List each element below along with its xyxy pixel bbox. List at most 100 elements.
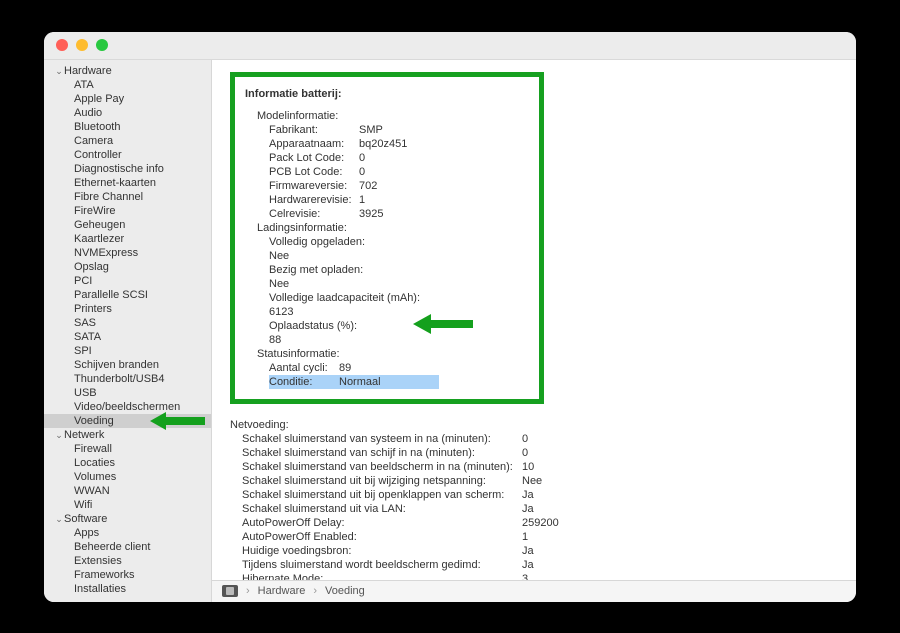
ac-power-row: Schakel sluimerstand uit bij openklappen…: [230, 488, 838, 502]
sidebar-section-label: Hardware: [64, 64, 112, 78]
model-info-row: Firmwareversie:702: [245, 179, 439, 193]
sidebar-section-label: Netwerk: [64, 428, 104, 442]
row-key: Celrevisie:: [269, 207, 359, 221]
row-value: 0: [522, 432, 528, 446]
sidebar-item-wwan[interactable]: WWAN: [44, 484, 211, 498]
breadcrumb-sep-icon: ›: [246, 585, 250, 597]
sidebar-item-apple-pay[interactable]: Apple Pay: [44, 92, 211, 106]
sidebar-item-firewall[interactable]: Firewall: [44, 442, 211, 456]
sidebar-item-camera[interactable]: Camera: [44, 134, 211, 148]
sidebar-item-ata[interactable]: ATA: [44, 78, 211, 92]
model-info-row: Celrevisie:3925: [245, 207, 439, 221]
ac-power-row: Schakel sluimerstand van systeem in na (…: [230, 432, 838, 446]
sidebar-item-extensies[interactable]: Extensies: [44, 554, 211, 568]
row-value: Nee: [269, 249, 439, 263]
sidebar-item-controller[interactable]: Controller: [44, 148, 211, 162]
sidebar-item-diagnostische-info[interactable]: Diagnostische info: [44, 162, 211, 176]
row-key: AutoPowerOff Enabled:: [242, 530, 522, 544]
minimize-icon[interactable]: [76, 39, 88, 51]
row-value: 10: [522, 460, 534, 474]
sidebar-item-video-beeldschermen[interactable]: Video/beeldschermen: [44, 400, 211, 414]
row-value: bq20z451: [359, 137, 439, 151]
content-body[interactable]: Informatie batterij: Modelinformatie: Fa…: [212, 60, 856, 580]
sidebar-item-installaties[interactable]: Installaties: [44, 582, 211, 596]
ac-power-row: Schakel sluimerstand uit via LAN:Ja: [230, 502, 838, 516]
sidebar-item-beheerde-client[interactable]: Beheerde client: [44, 540, 211, 554]
row-key: Volledige laadcapaciteit (mAh):: [269, 291, 439, 305]
ac-power-row: Hibernate Mode:3: [230, 572, 838, 580]
sidebar-item-schijven-branden[interactable]: Schijven branden: [44, 358, 211, 372]
sidebar-item-usb[interactable]: USB: [44, 386, 211, 400]
ac-power-row: Schakel sluimerstand van schijf in na (m…: [230, 446, 838, 460]
row-value: Ja: [522, 502, 534, 516]
device-icon: [222, 585, 238, 597]
sidebar-section-hardware[interactable]: ⌄Hardware: [44, 64, 211, 78]
row-value: Nee: [522, 474, 542, 488]
sidebar-item-parallelle-scsi[interactable]: Parallelle SCSI: [44, 288, 211, 302]
breadcrumb-hardware[interactable]: Hardware: [258, 585, 306, 597]
sidebar-section-netwerk[interactable]: ⌄Netwerk: [44, 428, 211, 442]
row-value: 1: [522, 530, 528, 544]
sidebar-section-software[interactable]: ⌄Software: [44, 512, 211, 526]
sidebar-item-nvmexpress[interactable]: NVMExpress: [44, 246, 211, 260]
system-info-window: ⌄HardwareATAApple PayAudioBluetoothCamer…: [44, 32, 856, 602]
annotation-arrow-condition: [413, 312, 473, 340]
breadcrumb-voeding[interactable]: Voeding: [325, 585, 365, 597]
sidebar-item-printers[interactable]: Printers: [44, 302, 211, 316]
sidebar-item-opslag[interactable]: Opslag: [44, 260, 211, 274]
sidebar-item-locaties[interactable]: Locaties: [44, 456, 211, 470]
maximize-icon[interactable]: [96, 39, 108, 51]
sidebar-item-kaartlezer[interactable]: Kaartlezer: [44, 232, 211, 246]
titlebar: [44, 32, 856, 60]
row-value: Nee: [269, 277, 439, 291]
sidebar-item-bluetooth[interactable]: Bluetooth: [44, 120, 211, 134]
sidebar-item-ethernet-kaarten[interactable]: Ethernet-kaarten: [44, 176, 211, 190]
row-value: 1: [359, 193, 439, 207]
sidebar-item-geheugen[interactable]: Geheugen: [44, 218, 211, 232]
battery-info-highlight: Informatie batterij: Modelinformatie: Fa…: [230, 72, 544, 404]
sidebar-item-apps[interactable]: Apps: [44, 526, 211, 540]
row-key: Schakel sluimerstand uit via LAN:: [242, 502, 522, 516]
battery-info-heading: Informatie batterij:: [245, 87, 439, 101]
row-key: Schakel sluimerstand van systeem in na (…: [242, 432, 522, 446]
sidebar-item-pci[interactable]: PCI: [44, 274, 211, 288]
model-info-row: Hardwarerevisie:1: [245, 193, 439, 207]
sidebar-item-firewire[interactable]: FireWire: [44, 204, 211, 218]
charge-info-row: Volledig opgeladen:Nee: [245, 235, 439, 263]
sidebar-item-audio[interactable]: Audio: [44, 106, 211, 120]
sidebar-item-voeding[interactable]: Voeding: [44, 414, 211, 428]
sidebar-item-spi[interactable]: SPI: [44, 344, 211, 358]
row-value: 702: [359, 179, 439, 193]
ac-power-heading: Netvoeding:: [230, 418, 838, 432]
chevron-down-icon: ⌄: [54, 64, 64, 78]
ac-power-row: Schakel sluimerstand van beeldscherm in …: [230, 460, 838, 474]
row-value: 259200: [522, 516, 559, 530]
sidebar-item-volumes[interactable]: Volumes: [44, 470, 211, 484]
row-key: Conditie:: [269, 375, 339, 389]
breadcrumb-sep-icon: ›: [313, 585, 317, 597]
chevron-down-icon: ⌄: [54, 512, 64, 526]
ac-power-row: Schakel sluimerstand uit bij wijziging n…: [230, 474, 838, 488]
row-key: Volledig opgeladen:: [269, 235, 439, 249]
chevron-down-icon: ⌄: [54, 428, 64, 442]
row-value: Ja: [522, 558, 534, 572]
row-key: AutoPowerOff Delay:: [242, 516, 522, 530]
sidebar-section-label: Software: [64, 512, 107, 526]
row-key: Hardwarerevisie:: [269, 193, 359, 207]
close-icon[interactable]: [56, 39, 68, 51]
row-key: Fabrikant:: [269, 123, 359, 137]
content-pane: Informatie batterij: Modelinformatie: Fa…: [212, 60, 856, 602]
ac-power-row: AutoPowerOff Delay:259200: [230, 516, 838, 530]
sidebar[interactable]: ⌄HardwareATAApple PayAudioBluetoothCamer…: [44, 60, 212, 602]
sidebar-item-sas[interactable]: SAS: [44, 316, 211, 330]
sidebar-item-thunderbolt-usb4[interactable]: Thunderbolt/USB4: [44, 372, 211, 386]
sidebar-item-sata[interactable]: SATA: [44, 330, 211, 344]
row-key: Tijdens sluimerstand wordt beeldscherm g…: [242, 558, 522, 572]
power-settings-section: Netvoeding: Schakel sluimerstand van sys…: [230, 418, 838, 580]
row-value: 0: [359, 151, 439, 165]
sidebar-item-wifi[interactable]: Wifi: [44, 498, 211, 512]
sidebar-item-fibre-channel[interactable]: Fibre Channel: [44, 190, 211, 204]
model-info-row: PCB Lot Code:0: [245, 165, 439, 179]
sidebar-item-frameworks[interactable]: Frameworks: [44, 568, 211, 582]
row-key: Schakel sluimerstand uit bij openklappen…: [242, 488, 522, 502]
